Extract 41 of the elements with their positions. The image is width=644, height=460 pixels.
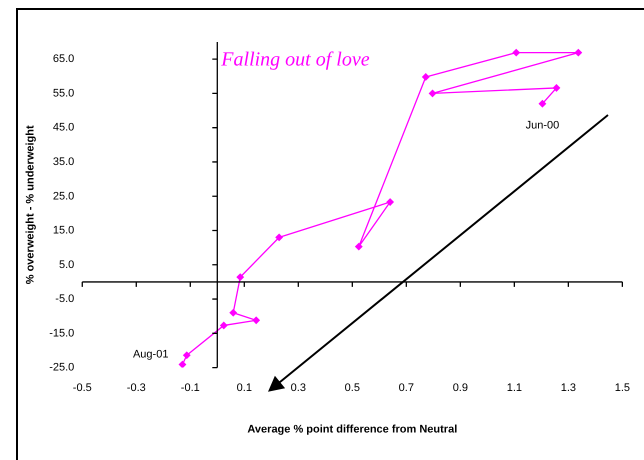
x-tick-label: 0.7 bbox=[398, 382, 414, 394]
y-tick-label: 55.0 bbox=[52, 87, 74, 100]
y-tick-label: 25.0 bbox=[52, 190, 74, 202]
x-tick-label: -0.3 bbox=[126, 382, 146, 394]
point bbox=[574, 48, 582, 56]
y-tick-label: 15.0 bbox=[52, 224, 74, 237]
point bbox=[252, 316, 260, 324]
point bbox=[178, 360, 186, 368]
point bbox=[422, 73, 430, 81]
x-tick-label: 0.9 bbox=[452, 382, 468, 394]
x-tick-label: 1.1 bbox=[506, 382, 522, 394]
point bbox=[236, 273, 244, 281]
point bbox=[355, 242, 362, 250]
point bbox=[230, 309, 237, 316]
y-tick-label: 35.0 bbox=[52, 156, 74, 168]
y-tick-label: 65.0 bbox=[52, 53, 74, 66]
point bbox=[538, 100, 546, 108]
point bbox=[183, 352, 190, 359]
y-tick-label: 45.0 bbox=[52, 122, 74, 134]
x-tick-label: -0.5 bbox=[72, 382, 92, 394]
x-tick-label: 0.1 bbox=[236, 382, 252, 394]
x-tick-label: 0.5 bbox=[344, 382, 360, 394]
y-tick-label: 5.0 bbox=[58, 258, 74, 271]
annotation: Aug-01 bbox=[132, 348, 168, 361]
point bbox=[275, 234, 283, 242]
annotation: Jun-00 bbox=[526, 120, 560, 132]
y-tick-label: -5.0 bbox=[55, 293, 74, 306]
x-tick-label: -0.1 bbox=[180, 382, 200, 394]
x-tick-label: 0.3 bbox=[290, 382, 306, 394]
point bbox=[428, 90, 436, 98]
y-axis-title: % overweight - % underweight bbox=[24, 125, 37, 284]
point bbox=[386, 198, 394, 206]
annotation: Falling out of love bbox=[220, 48, 370, 70]
x-axis-title: Average % point difference from Neutral bbox=[247, 423, 458, 436]
point bbox=[512, 48, 520, 56]
x-tick-label: 1.5 bbox=[614, 382, 630, 394]
x-tick-label: 1.3 bbox=[560, 382, 576, 394]
point bbox=[552, 84, 560, 92]
point bbox=[220, 322, 228, 330]
y-tick-label: -15.0 bbox=[49, 327, 74, 340]
y-tick-label: -25.0 bbox=[49, 362, 74, 374]
